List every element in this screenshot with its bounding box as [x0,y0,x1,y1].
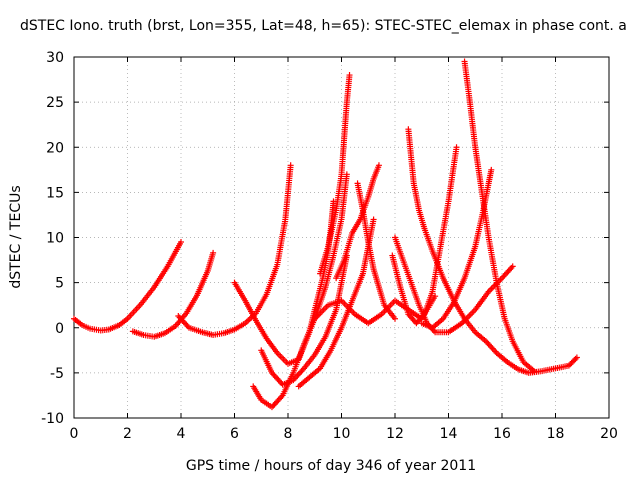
y-tick-label: -5 [50,366,64,382]
data-point [375,162,382,169]
x-tick-label: 8 [284,426,293,442]
data-point [453,144,460,151]
data-point [572,355,579,362]
y-tick-label: 25 [46,95,64,111]
data-point [569,358,576,365]
data-point [343,171,350,178]
y-tick-label: 10 [46,231,64,247]
data-point [287,162,294,169]
y-tick-label: 30 [46,50,64,66]
data-point [178,239,184,246]
data-point [568,359,575,366]
data-point [392,315,398,322]
y-axis-label: dSTEC / TECUs [8,185,24,289]
grid-lines [74,57,609,418]
x-tick-label: 18 [547,426,565,442]
data-point [567,361,574,368]
axis-ticks: 0 2 4 6 8 10 12 14 16 18 20 -10 -5 0 5 10 15 20 25 30 [41,50,618,442]
data-point [509,263,516,270]
data-point [210,249,217,256]
y-tick-label: 20 [46,140,64,156]
x-tick-label: 12 [386,426,404,442]
data-point [346,72,353,79]
y-tick-label: 15 [46,185,64,201]
data-point [531,368,538,375]
x-tick-label: 4 [177,426,186,442]
chart-title: dSTEC Iono. truth (brst, Lon=355, Lat=48… [20,18,627,34]
x-tick-label: 10 [333,426,351,442]
data-point [571,357,578,364]
data-point [370,216,377,223]
x-tick-label: 2 [123,426,132,442]
y-tick-label: 5 [55,276,64,292]
data-markers [71,58,580,411]
data-point [565,362,572,369]
x-tick-label: 14 [440,426,458,442]
x-tick-label: 16 [493,426,511,442]
data-point [573,354,580,361]
x-tick-label: 20 [600,426,618,442]
x-tick-label: 6 [230,426,239,442]
y-tick-label: -10 [41,411,64,427]
x-tick-label: 0 [70,426,79,442]
data-point [488,166,495,173]
x-axis-label: GPS time / hours of day 346 of year 2011 [185,458,477,474]
y-tick-label: 0 [55,321,64,337]
